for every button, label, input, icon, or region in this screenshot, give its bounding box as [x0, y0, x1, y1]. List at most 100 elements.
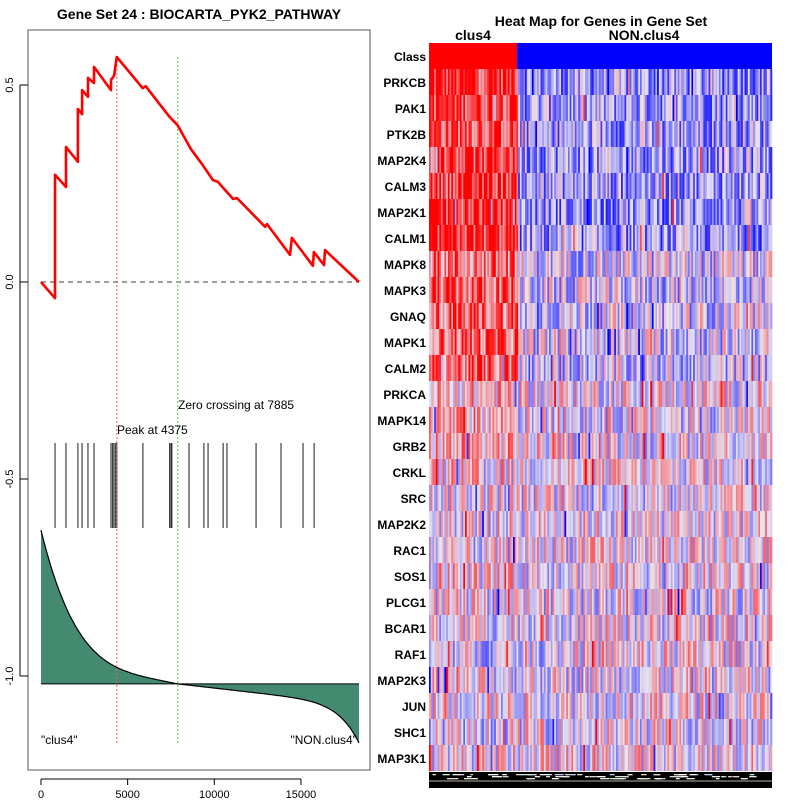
heatmap-cell [609, 459, 612, 485]
heatmap-cell [645, 667, 648, 693]
heatmap-cell [583, 95, 586, 121]
heatmap-cell [550, 69, 553, 95]
heatmap-cell [624, 485, 627, 511]
heatmap-cell [684, 589, 687, 615]
heatmap-cell [725, 381, 728, 407]
heatmap-cell [449, 95, 452, 121]
heatmap-cell [501, 589, 504, 615]
heatmap-cell [600, 69, 603, 95]
heatmap-cell [487, 277, 490, 303]
heatmap-cell [735, 563, 739, 589]
heatmap-cell [627, 225, 630, 251]
heatmap-cell [540, 251, 543, 277]
heatmap-cell [737, 173, 740, 199]
heatmap-cell [622, 511, 625, 537]
heatmap-cell [434, 537, 437, 563]
heatmap-cell [435, 589, 438, 615]
heatmap-cell [746, 485, 749, 511]
heatmap-cell [645, 433, 648, 459]
heatmap-cell [475, 693, 478, 719]
heatmap-cell [711, 641, 714, 667]
heatmap-cell [475, 251, 478, 277]
heatmap-cell [564, 121, 567, 147]
heatmap-cell [665, 329, 668, 355]
heatmap-cell [581, 407, 584, 433]
heatmap-cell [459, 381, 462, 407]
heatmap-cell [674, 433, 677, 459]
heatmap-cell [535, 381, 538, 407]
heatmap-cell [667, 381, 670, 407]
heatmap-cell [667, 225, 670, 251]
heatmap-cell [526, 121, 529, 147]
heatmap-cell [480, 485, 483, 511]
heatmap-cell [439, 459, 442, 485]
heatmap-cell [756, 225, 759, 251]
heatmap-cell [533, 407, 536, 433]
heatmap-cell [454, 433, 457, 459]
heatmap-cell [588, 329, 591, 355]
heatmap-cell [729, 485, 732, 511]
heatmap-cell [518, 589, 521, 615]
heatmap-cell [698, 329, 701, 355]
heatmap-cell [454, 459, 457, 485]
heatmap-cell [564, 589, 567, 615]
heatmap-cell [763, 589, 766, 615]
heatmap-cell [715, 69, 718, 95]
heatmap-cell [621, 147, 624, 173]
heatmap-cell [646, 225, 649, 251]
heatmap-cell [672, 667, 675, 693]
heatmap-cell [459, 121, 462, 147]
heatmap-cell [523, 667, 526, 693]
heatmap-cell [579, 355, 582, 381]
heatmap-cell [691, 303, 694, 329]
heatmap-cell [687, 589, 690, 615]
heatmap-cell [573, 407, 576, 433]
heatmap-cell [677, 95, 680, 121]
heatmap-cell [458, 667, 461, 693]
heatmap-cell [595, 537, 598, 563]
heatmap-cell [557, 459, 560, 485]
heatmap-cell [497, 173, 500, 199]
heatmap-cell [703, 433, 706, 459]
heatmap-cell [542, 355, 545, 381]
heatmap-cell [518, 303, 521, 329]
heatmap-cell [480, 407, 483, 433]
heatmap-cell [730, 641, 733, 667]
heatmap-cell [550, 407, 553, 433]
heatmap-cell [571, 667, 574, 693]
heatmap-cell [485, 381, 488, 407]
heatmap-cell [638, 433, 641, 459]
heatmap-cell [742, 381, 745, 407]
heatmap-cell [663, 69, 666, 95]
heatmap-cell [513, 511, 516, 537]
heatmap-cell [609, 95, 612, 121]
heatmap-cell [521, 303, 524, 329]
heatmap-cell [499, 277, 502, 303]
heatmap-cell [732, 69, 735, 95]
heatmap [429, 43, 773, 771]
heatmap-cell [629, 95, 632, 121]
heatmap-cell [555, 95, 558, 121]
heatmap-cell [441, 355, 444, 381]
heatmap-cell [751, 303, 754, 329]
heatmap-cell [506, 667, 509, 693]
heatmap-cell [742, 173, 745, 199]
heatmap-cell [573, 329, 576, 355]
heatmap-cell [753, 641, 756, 667]
heatmap-cell [434, 69, 437, 95]
heatmap-cell [463, 563, 466, 589]
heatmap-cell [595, 329, 598, 355]
heatmap-cell [737, 485, 740, 511]
heatmap-cell [475, 537, 478, 563]
heatmap-cell [627, 589, 630, 615]
heatmap-cell [480, 303, 483, 329]
heatmap-cell [513, 667, 516, 693]
heatmap-cell [615, 355, 618, 381]
heatmap-cell [499, 69, 502, 95]
heatmap-cell [442, 251, 445, 277]
heatmap-cell [765, 537, 768, 563]
heatmap-cell [660, 173, 663, 199]
heatmap-cell [497, 303, 500, 329]
heatmap-cell [699, 225, 702, 251]
heatmap-cell [542, 589, 545, 615]
